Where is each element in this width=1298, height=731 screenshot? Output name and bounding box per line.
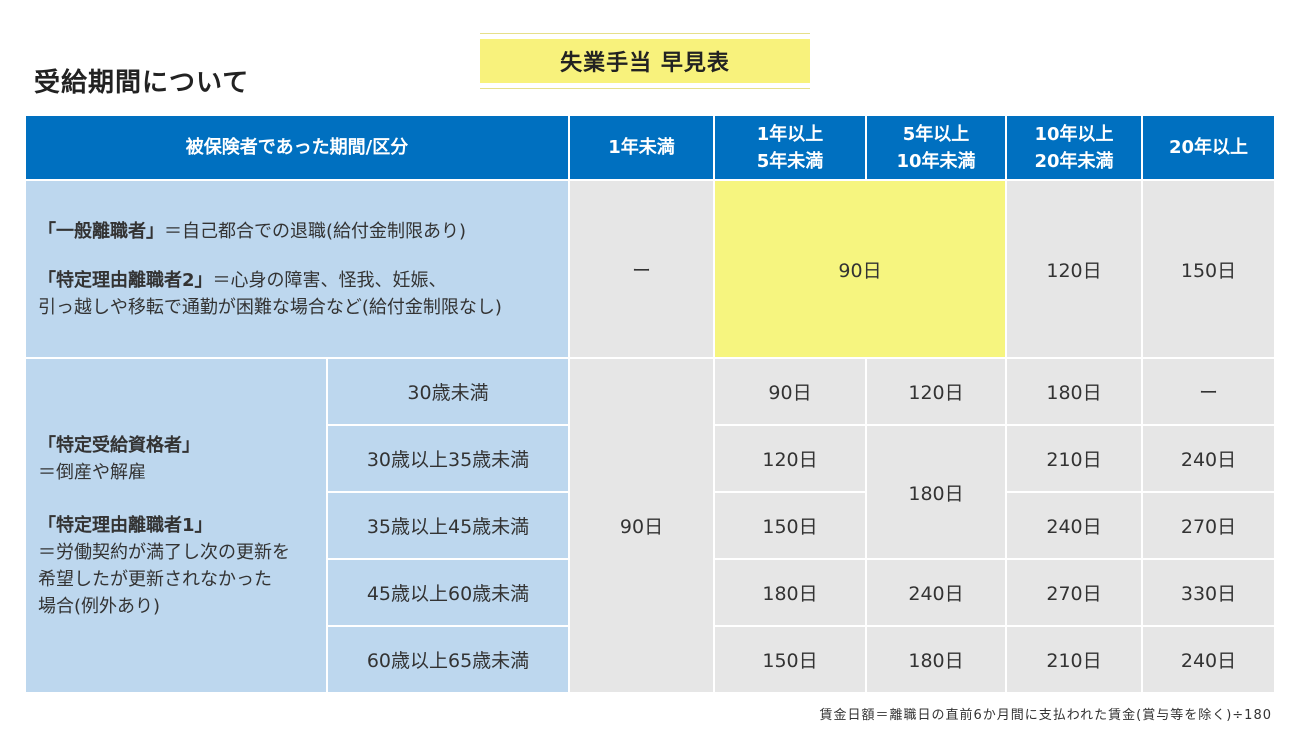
benefit-table: 被保険者であった期間/区分 1年未満 1年以上 5年未満 5年以上 10年未満 10… [24,114,1276,694]
specific-description: 「特定受給資格者」 ＝倒産や解雇 「特定理由離職者1」 ＝労働契約が満了し次の更… [24,357,328,694]
table-row: 30歳以上35歳未満 120日 180日 210日 240日 [25,424,1276,560]
header-10-20y: 10年以上 20年未満 [1005,114,1143,181]
header-20y: 20年以上 [1141,114,1276,181]
age-label: 60歳以上65歳未満 [326,625,570,694]
specific-label2: 「特定理由離職者1」 [38,514,213,536]
age-label: 35歳以上45歳未満 [326,491,570,560]
specific-label1: 「特定受給資格者」 [38,434,200,456]
specific-label2-line1: ＝労働契約が満了し次の更新を [38,541,290,563]
cell-5-10y: 180日 [865,625,1007,694]
table-row: 60歳以上65歳未満 150日 180日 210日 240日 [25,625,1276,694]
cell-10-20y: 270日 [1005,558,1143,627]
general-row: 「一般離職者」＝自己都合での退職(給付金制限あり) 「特定理由離職者2」＝心身の… [24,179,1276,359]
cell-20y: 240日 [1141,625,1276,694]
table-row: 「特定受給資格者」 ＝倒産や解雇 「特定理由離職者1」 ＝労働契約が満了し次の更… [24,357,1276,694]
general-under-1y: ー [568,179,715,359]
header-category: 被保険者であった期間/区分 [24,114,570,181]
header-5-10y-line1: 5年以上 [902,123,970,145]
cell-1-5y: 150日 [713,625,867,694]
cell-10-20y: 210日 [1005,625,1143,694]
general-20y: 150日 [1141,179,1276,359]
general-label1: 「一般離職者」＝自己都合での退職(給付金制限あり) [38,220,467,242]
specific-under-1y: 90日 [568,357,715,694]
header-row: 被保険者であった期間/区分 1年未満 1年以上 5年未満 5年以上 10年未満 10… [24,114,1276,181]
general-label2-line2: 引っ越しや移転で通勤が困難な場合など(給付金制限なし) [38,296,502,318]
cell-5-10y-merged: 180日 [865,424,1007,560]
general-1-10y: 90日 [713,179,1007,359]
cell-5-10y: 240日 [865,558,1007,627]
header-1-5y-line1: 1年以上 [756,123,824,145]
section-title: 受給期間について [34,68,250,98]
footnote: 賃金日額＝離職日の直前6か月間に支払われた賃金(賞与等を除く)÷180 [819,708,1272,723]
cell-10-20y: 180日 [1005,357,1143,426]
age-label: 30歳以上35歳未満 [326,424,570,493]
cell-20y: 270日 [1141,491,1276,560]
age-label: 30歳未満 [326,357,570,426]
specific-label2-line2: 希望したが更新されなかった [38,568,272,590]
banner: 失業手当 早見表 [480,33,810,89]
banner-title: 失業手当 早見表 [480,39,810,83]
header-10-20y-line1: 10年以上 [1034,123,1114,145]
general-description: 「一般離職者」＝自己都合での退職(給付金制限あり) 「特定理由離職者2」＝心身の… [24,179,570,359]
cell-20y: ー [1141,357,1276,426]
age-label: 45歳以上60歳未満 [326,558,570,627]
general-label2: 「特定理由離職者2」＝心身の障害、怪我、妊娠、 [38,269,447,291]
cell-1-5y: 90日 [713,357,867,426]
cell-20y: 330日 [1141,558,1276,627]
header-5-10y: 5年以上 10年未満 [865,114,1007,181]
header-1-5y: 1年以上 5年未満 [713,114,867,181]
cell-1-5y: 120日 [713,424,867,493]
header-5-10y-line2: 10年未満 [896,150,976,172]
cell-5-10y: 120日 [865,357,1007,426]
cell-10-20y: 240日 [1005,491,1143,560]
specific-label2-line3: 場合(例外あり) [38,595,161,617]
cell-1-5y: 180日 [713,558,867,627]
header-under-1y: 1年未満 [568,114,715,181]
cell-10-20y: 210日 [1005,424,1143,493]
general-10-20y: 120日 [1005,179,1143,359]
table-row: 45歳以上60歳未満 180日 240日 270日 330日 [25,558,1276,627]
table-row: 35歳以上45歳未満 150日 240日 270日 [25,491,1276,560]
cell-1-5y: 150日 [713,491,867,560]
header-10-20y-line2: 20年未満 [1034,150,1114,172]
cell-20y: 240日 [1141,424,1276,493]
specific-label1-rest: ＝倒産や解雇 [38,461,146,483]
header-1-5y-line2: 5年未満 [756,150,824,172]
